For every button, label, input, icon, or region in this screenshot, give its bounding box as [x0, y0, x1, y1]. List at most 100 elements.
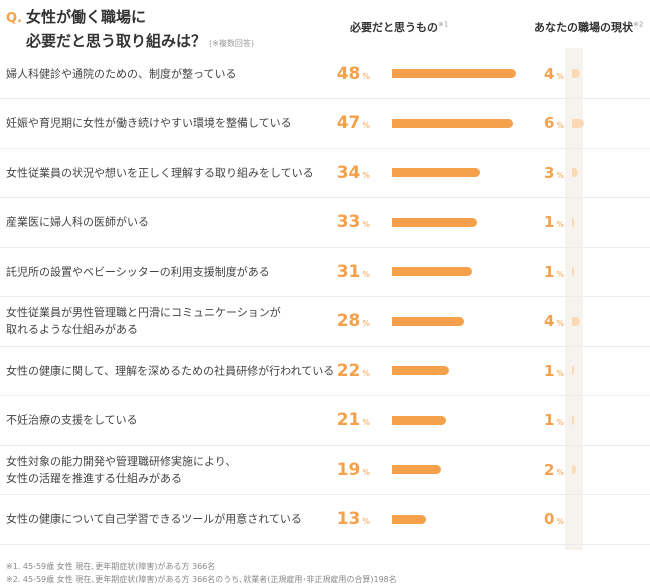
chart-row: 女性従業員が男性管理職と円滑にコミュニケーションが 取れるような仕組みがある 28%… [0, 297, 650, 347]
chart-row: 女性対象の能力開発や管理職研修実施により、 女性の活躍を推進する仕組みがある 19%… [0, 445, 650, 495]
chart-row: 産業医に婦人科の医師がいる 33% 1% [0, 198, 650, 248]
need-value-label: 28% [330, 311, 370, 331]
need-value-label: 48% [330, 64, 370, 84]
need-value-number: 28 [336, 311, 361, 331]
need-value-unit: % [362, 368, 370, 378]
current-value-label: 6% [524, 114, 564, 132]
current-value-label: 4% [524, 312, 564, 330]
need-bar [392, 316, 465, 326]
need-value-label: 34% [330, 163, 370, 183]
chart-title: Q. 女性が働く職場に 必要だと思う取り組みは？ (※複数回答) [6, 6, 336, 51]
current-bar [572, 366, 574, 375]
category-label-line: 女性の健康に関して、理解を深めるための社員研修が行われている [6, 364, 335, 377]
need-bar [392, 267, 473, 276]
category-label-line: 女性の健康について自己学習できるツールが用意されている [6, 512, 302, 526]
current-value-unit: % [556, 170, 564, 180]
category-label-line: 婦人科健診や通院のための、制度が整っている [6, 67, 237, 80]
current-value-number: 1 [543, 361, 555, 380]
current-value-number: 2 [543, 460, 555, 479]
need-bar [392, 69, 516, 78]
title-line-2-text: 必要だと思う取り組みは？ [26, 32, 207, 50]
need-value-unit: % [362, 170, 370, 180]
need-value-label: 33% [330, 212, 370, 232]
need-value-label: 19% [330, 460, 370, 480]
title-subnote: (※複数回答) [209, 39, 254, 48]
category-label-line: 妊娠や育児期に女性が働き続けやすい環境を整備している [6, 116, 292, 130]
current-value-unit: % [556, 418, 564, 427]
current-bar [572, 415, 574, 425]
title-line-2: 必要だと思う取り組みは？ (※複数回答) [26, 30, 336, 51]
current-bar [572, 118, 584, 128]
need-bar [392, 118, 514, 128]
chart-row: 不妊治療の支援をしている 21% 1% [0, 396, 650, 446]
category-label: 女性従業員の状況や想いを正しく理解する取り組みをしている [6, 164, 336, 181]
category-label-line: 女性従業員の状況や想いを正しく理解する取り組みをしている [6, 166, 314, 179]
need-value-unit: % [362, 220, 370, 229]
current-value-number: 4 [543, 64, 555, 83]
need-value-unit: % [362, 71, 370, 81]
current-column-background [565, 48, 583, 550]
category-label-line: 女性従業員が男性管理職と円滑にコミュニケーションが [6, 306, 281, 319]
header-need-label: 必要だと思うもの [350, 21, 438, 34]
category-label: 女性対象の能力開発や管理職研修実施により、 女性の活躍を推進する仕組みがある [6, 453, 336, 487]
need-value-number: 33 [336, 212, 361, 232]
current-value-unit: % [556, 71, 564, 81]
category-label: 婦人科健診や通院のための、制度が整っている [6, 65, 336, 82]
current-value-number: 0 [543, 510, 555, 528]
current-value-unit: % [556, 319, 564, 328]
header-need: 必要だと思うもの※1 [350, 19, 448, 35]
current-value-number: 1 [543, 411, 555, 429]
need-value-number: 13 [336, 509, 361, 529]
need-value-unit: % [362, 418, 370, 427]
category-label: 女性の健康に関して、理解を深めるための社員研修が行われている [6, 362, 336, 379]
chart-row: 婦人科健診や通院のための、制度が整っている 48% 4% [0, 49, 650, 99]
need-value-number: 48 [336, 63, 361, 84]
chart-row: 託児所の設置やベビーシッターの利用支援制度がある 31% 1% [0, 247, 650, 297]
chart-row: 女性の健康に関して、理解を深めるための社員研修が行われている 22% 1% [0, 346, 650, 396]
need-value-label: 31% [330, 262, 370, 282]
current-value-unit: % [556, 517, 564, 526]
footnote-1: ※1. 45-59歳 女性 現在､更年期症状(障害)がある方 366名 [6, 562, 216, 571]
need-value-unit: % [362, 269, 370, 279]
current-value-label: 0% [524, 510, 564, 528]
category-label-line: 取れるような仕組みがある [6, 323, 138, 336]
header-current: あなたの職場の現状※2 [534, 19, 643, 35]
question-mark: Q. [6, 11, 22, 26]
header-need-note: ※1 [438, 20, 449, 29]
need-value-number: 47 [336, 113, 361, 133]
current-bar [572, 316, 580, 326]
current-value-unit: % [556, 269, 564, 279]
need-value-unit: % [362, 517, 370, 526]
need-value-number: 19 [336, 459, 361, 480]
need-bar [392, 217, 478, 227]
current-bar [572, 217, 574, 227]
need-value-label: 22% [330, 361, 370, 381]
current-value-label: 1% [524, 362, 564, 380]
need-value-label: 21% [330, 410, 370, 430]
need-value-number: 21 [336, 410, 361, 430]
chart-row: 女性従業員の状況や想いを正しく理解する取り組みをしている 34% 3% [0, 148, 650, 198]
chart-row: 妊娠や育児期に女性が働き続けやすい環境を整備している 47% 6% [0, 99, 650, 149]
current-bar [572, 69, 580, 78]
current-value-label: 1% [524, 213, 564, 231]
current-value-number: 6 [543, 114, 555, 132]
need-bar [392, 168, 480, 177]
current-value-number: 3 [543, 163, 555, 182]
category-label-line: 女性対象の能力開発や管理職研修実施により、 [6, 454, 237, 468]
title-line-1: 女性が働く職場に [26, 8, 147, 26]
current-bar [572, 267, 574, 276]
current-value-unit: % [556, 467, 564, 477]
current-value-label: 2% [524, 461, 564, 479]
current-value-unit: % [556, 121, 564, 130]
need-value-label: 13% [330, 509, 370, 529]
current-value-label: 1% [524, 263, 564, 281]
need-value-unit: % [362, 121, 370, 130]
category-label: 妊娠や育児期に女性が働き続けやすい環境を整備している [6, 115, 336, 132]
category-label: 女性従業員が男性管理職と円滑にコミュニケーションが 取れるような仕組みがある [6, 304, 336, 338]
current-value-number: 1 [543, 262, 555, 281]
need-bar [392, 415, 447, 425]
need-value-unit: % [362, 319, 370, 328]
need-value-number: 34 [336, 162, 361, 183]
category-label-line: 託児所の設置やベビーシッターの利用支援制度がある [6, 265, 270, 278]
current-value-label: 4% [524, 65, 564, 83]
